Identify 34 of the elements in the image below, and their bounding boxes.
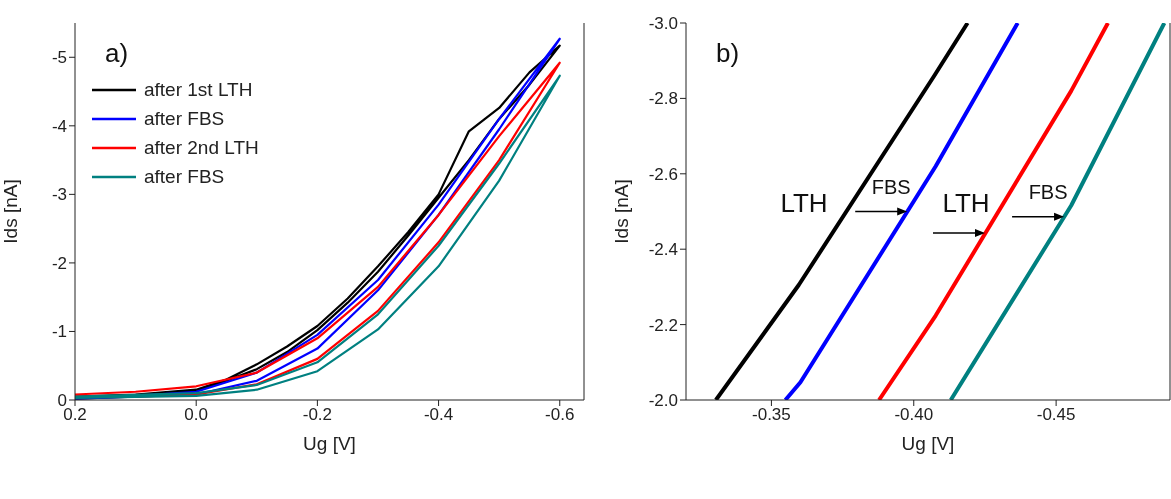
x-axis-title: Ug [V] bbox=[901, 433, 955, 454]
legend-label: after FBS bbox=[144, 107, 225, 131]
y-tick-label: -4 bbox=[51, 116, 67, 136]
legend-label: after 2nd LTH bbox=[144, 136, 259, 160]
y-tick-label: -2.4 bbox=[648, 240, 678, 260]
y-tick-label: -1 bbox=[51, 322, 67, 342]
y-tick-label: -3.0 bbox=[648, 14, 678, 34]
annotation: b) bbox=[716, 38, 740, 68]
y-tick-label: -2.6 bbox=[648, 164, 678, 184]
x-tick-label: 0.2 bbox=[63, 405, 87, 425]
annotation: FBS bbox=[1028, 180, 1068, 203]
annotation: a) bbox=[105, 38, 129, 68]
x-tick-label: 0.0 bbox=[184, 405, 209, 425]
annotation: FBS bbox=[871, 175, 911, 198]
annotation: LTH bbox=[780, 188, 828, 218]
x-tick-label: -0.35 bbox=[752, 405, 791, 425]
x-tick-label: -0.45 bbox=[1036, 405, 1076, 425]
x-tick-label: -0.6 bbox=[545, 405, 575, 425]
legend-label: after 1st LTH bbox=[144, 78, 253, 102]
y-axis-title: Ids [nA] bbox=[0, 179, 21, 244]
x-tick-label: -0.2 bbox=[302, 405, 333, 425]
x-tick-label: -0.40 bbox=[894, 405, 934, 425]
y-axis-title: Ids [nA] bbox=[610, 179, 632, 244]
y-tick-label: -3 bbox=[51, 185, 67, 205]
line-series bbox=[783, 23, 1020, 400]
x-tick-label: -0.4 bbox=[423, 405, 454, 425]
legend-label: after FBS bbox=[144, 165, 225, 189]
y-tick-label: -5 bbox=[51, 48, 67, 68]
y-tick-label: -2 bbox=[51, 253, 67, 273]
y-tick-label: -2.8 bbox=[648, 89, 678, 109]
y-tick-label: -2.2 bbox=[648, 315, 678, 335]
annotation: LTH bbox=[942, 188, 990, 218]
y-tick-label: -2.0 bbox=[648, 391, 678, 411]
x-axis-title: Ug [V] bbox=[303, 433, 356, 454]
